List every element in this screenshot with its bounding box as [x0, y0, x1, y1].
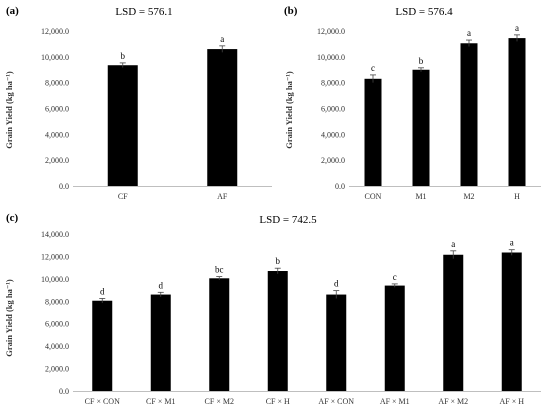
y-tick-label: 10,000.0 [41, 53, 69, 62]
x-tick-label: M1 [415, 192, 426, 201]
y-tick-label: 12,000.0 [41, 252, 69, 261]
y-tick-label: 0.0 [335, 182, 345, 191]
y-tick-label: 6,000.0 [45, 320, 69, 329]
bar [460, 43, 478, 187]
significance-letter: b [419, 56, 424, 66]
bar [501, 252, 522, 391]
bar [443, 254, 464, 391]
y-tick-label: 6,000.0 [45, 105, 69, 114]
significance-letter: d [159, 280, 164, 290]
y-tick-label: 8,000.0 [321, 79, 345, 88]
significance-letter: a [451, 239, 455, 249]
x-tick-label: CF [118, 192, 128, 201]
panel-c-label: (c) [6, 212, 19, 224]
y-tick-label: 6,000.0 [321, 105, 345, 114]
x-tick-label: CF × H [266, 397, 290, 406]
panel-b-y-axis-label: Grain Yield (kg ha⁻¹) [284, 71, 294, 149]
bar [326, 294, 347, 391]
y-tick-label: 0.0 [59, 182, 69, 191]
significance-letter: a [220, 34, 224, 44]
x-tick-label: AF × CON [318, 397, 354, 406]
y-tick-label: 0.0 [59, 387, 69, 396]
panel-a-y-axis-label: Grain Yield (kg ha⁻¹) [4, 71, 14, 149]
x-tick-label: AF [217, 192, 228, 201]
significance-letter: b [121, 51, 126, 61]
y-tick-label: 4,000.0 [45, 342, 69, 351]
significance-letter: a [467, 28, 471, 38]
panel-b-label: (b) [284, 5, 298, 17]
significance-letter: a [515, 23, 519, 33]
x-tick-label: CF × M1 [146, 397, 175, 406]
bar [209, 278, 230, 391]
x-tick-label: AF × H [499, 397, 524, 406]
y-tick-label: 8,000.0 [45, 297, 69, 306]
y-tick-label: 10,000.0 [41, 275, 69, 284]
x-tick-label: AF × M1 [380, 397, 410, 406]
significance-letter: a [510, 238, 514, 248]
significance-letter: d [100, 286, 105, 296]
bar [207, 49, 238, 187]
x-tick-label: CON [365, 192, 382, 201]
x-tick-label: CF × M2 [205, 397, 234, 406]
x-tick-label: M2 [463, 192, 474, 201]
panel-c-lsd-label: LSD = 742.5 [259, 214, 317, 226]
y-tick-label: 4,000.0 [321, 130, 345, 139]
y-tick-label: 4,000.0 [45, 130, 69, 139]
y-tick-label: 2,000.0 [321, 156, 345, 165]
bar [107, 65, 138, 186]
y-tick-label: 8,000.0 [45, 79, 69, 88]
y-tick-label: 2,000.0 [45, 365, 69, 374]
x-tick-label: AF × M2 [438, 397, 468, 406]
y-tick-label: 2,000.0 [45, 156, 69, 165]
significance-letter: c [393, 272, 397, 282]
significance-letter: d [334, 279, 339, 289]
bar [508, 38, 526, 186]
panel-b-lsd-label: LSD = 576.4 [395, 6, 453, 18]
x-tick-label: CF × CON [85, 397, 120, 406]
x-tick-label: H [514, 192, 520, 201]
panel-a-label: (a) [6, 5, 19, 17]
bar [150, 294, 171, 391]
y-tick-label: 14,000.0 [41, 230, 69, 239]
panel-b: (b) LSD = 576.4 Grain Yield (kg ha⁻¹) 0.… [284, 5, 541, 201]
significance-letter: bc [215, 265, 224, 275]
bar [92, 300, 113, 391]
bar [384, 285, 405, 391]
bar [412, 69, 430, 186]
bar [364, 78, 382, 186]
significance-letter: b [276, 256, 281, 266]
significance-letter: c [371, 63, 375, 73]
bar [267, 271, 288, 391]
panel-a: (a) LSD = 576.1 Grain Yield (kg ha⁻¹) 0.… [4, 5, 272, 201]
panel-a-lsd-label: LSD = 576.1 [115, 6, 172, 18]
y-tick-label: 12,000.0 [317, 27, 345, 36]
panel-c: (c) LSD = 742.5 Grain Yield (kg ha⁻¹) 0.… [4, 212, 541, 406]
y-tick-label: 12,000.0 [41, 27, 69, 36]
y-tick-label: 10,000.0 [317, 53, 345, 62]
panel-c-y-axis-label: Grain Yield (kg ha⁻¹) [4, 279, 14, 357]
